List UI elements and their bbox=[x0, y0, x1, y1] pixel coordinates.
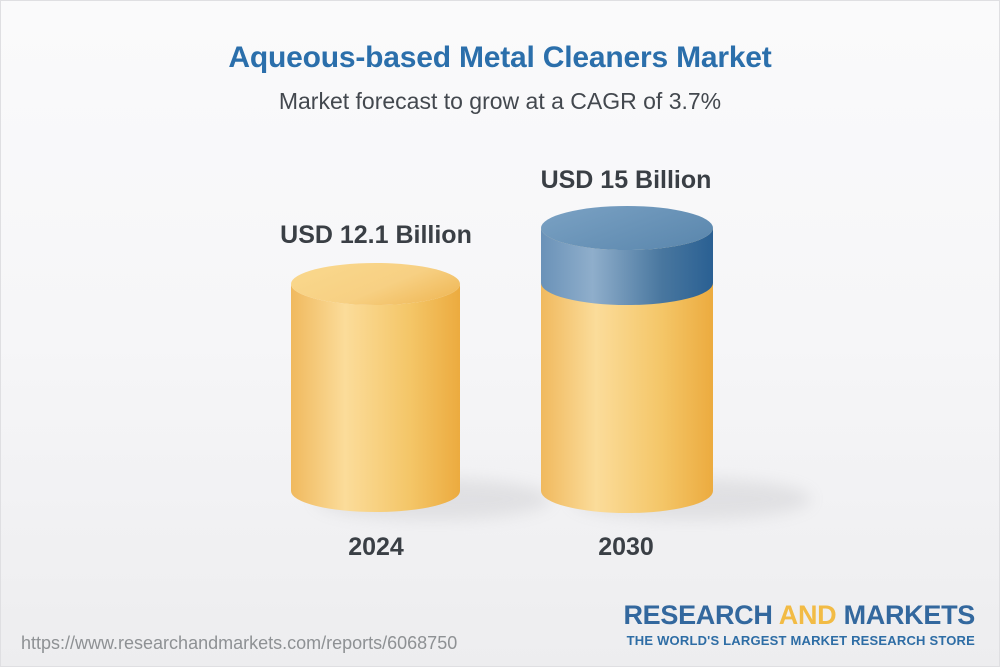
logo-word-research: RESEARCH bbox=[623, 600, 773, 630]
report-url: https://www.researchandmarkets.com/repor… bbox=[21, 633, 458, 653]
page-title: Aqueous-based Metal Cleaners Market bbox=[228, 41, 772, 74]
growth-segment bbox=[541, 228, 713, 305]
researchandmarkets-logo: RESEARCH AND MARKETS THE WORLD'S LARGEST… bbox=[623, 600, 975, 648]
logo-tagline: THE WORLD'S LARGEST MARKET RESEARCH STOR… bbox=[626, 633, 975, 648]
page-subtitle: Market forecast to grow at a CAGR of 3.7… bbox=[278, 88, 722, 114]
logo-word-markets: MARKETS bbox=[843, 600, 976, 630]
logo-word-and: AND bbox=[778, 600, 837, 630]
cylinder-2030 bbox=[541, 206, 713, 513]
value-label-2030: USD 15 Billion bbox=[540, 166, 712, 194]
category-label-2030: 2030 bbox=[598, 533, 654, 561]
logo-wordmark: RESEARCH AND MARKETS bbox=[623, 600, 975, 631]
cylinder-2024 bbox=[291, 263, 461, 512]
value-label-2024: USD 12.1 Billion bbox=[280, 221, 472, 249]
category-label-2024: 2024 bbox=[348, 533, 404, 561]
